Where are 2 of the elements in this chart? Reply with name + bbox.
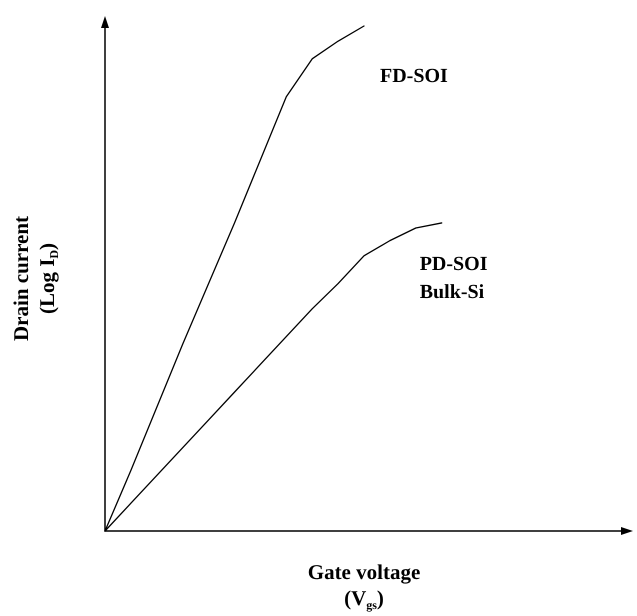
text: FD-SOI: [380, 65, 448, 87]
series-label: PD-SOI Bulk-Si: [420, 252, 488, 303]
